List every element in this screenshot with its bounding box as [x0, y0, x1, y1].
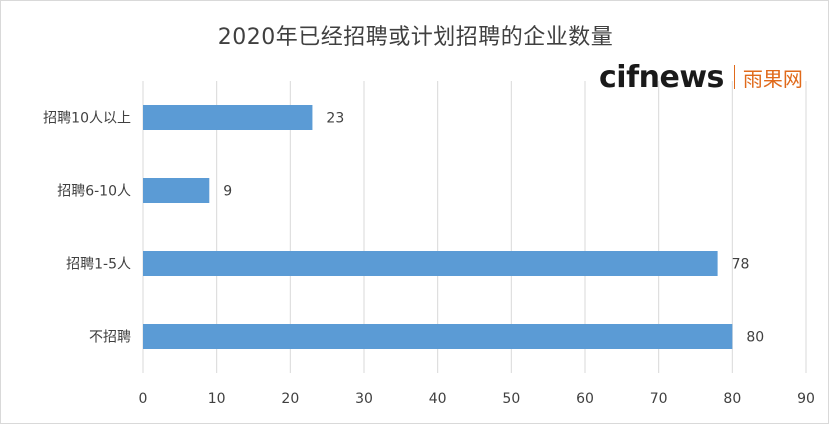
cifnews-logo: cifnews 雨果网: [599, 57, 803, 97]
data-label: 9: [223, 184, 232, 200]
category-label: 招聘6-10人: [57, 184, 131, 200]
logo-wordmark: cifnews: [599, 59, 724, 95]
chart-title: 2020年已经招聘或计划招聘的企业数量: [217, 25, 614, 50]
data-label: 80: [746, 330, 764, 346]
x-tick-label: 80: [723, 391, 741, 407]
x-tick-label: 40: [429, 391, 447, 407]
bar: [143, 178, 210, 203]
x-tick-label: 70: [650, 391, 668, 407]
category-label: 招聘1-5人: [66, 257, 131, 273]
bar: [143, 105, 313, 130]
x-tick-label: 0: [139, 391, 148, 407]
logo-divider: [733, 65, 735, 89]
x-tick-label: 20: [281, 391, 299, 407]
x-tick-label: 60: [576, 391, 594, 407]
category-label: 不招聘: [89, 330, 131, 346]
x-tick-label: 50: [502, 391, 520, 407]
data-label: 23: [326, 111, 344, 127]
bar: [143, 251, 718, 276]
bar: [143, 324, 733, 349]
x-tick-label: 30: [355, 391, 373, 407]
data-label: 78: [732, 257, 750, 273]
x-tick-label: 10: [208, 391, 226, 407]
x-tick-label: 90: [797, 391, 815, 407]
logo-chinese-name: 雨果网: [742, 66, 803, 91]
category-label: 招聘10人以上: [43, 111, 131, 127]
